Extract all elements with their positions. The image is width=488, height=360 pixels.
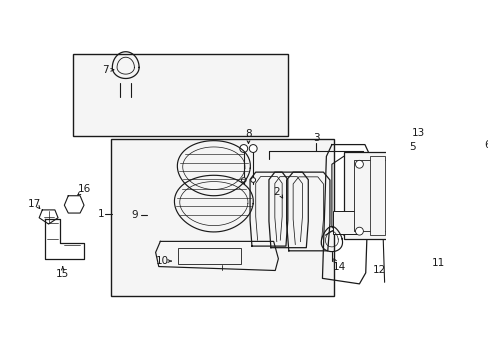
Text: 17: 17 bbox=[28, 199, 41, 208]
Bar bbox=[178, 248, 241, 264]
Circle shape bbox=[441, 160, 449, 168]
Bar bbox=[72, 54, 287, 136]
Text: 12: 12 bbox=[372, 265, 385, 275]
Circle shape bbox=[441, 227, 449, 235]
Text: 7: 7 bbox=[102, 65, 108, 75]
Text: 1: 1 bbox=[98, 209, 104, 219]
Circle shape bbox=[241, 177, 245, 183]
Circle shape bbox=[355, 160, 363, 168]
Text: 6: 6 bbox=[484, 140, 488, 150]
Text: 9: 9 bbox=[132, 210, 138, 220]
Text: 3: 3 bbox=[312, 132, 319, 143]
Bar bbox=[353, 160, 450, 231]
Circle shape bbox=[472, 226, 479, 233]
Circle shape bbox=[355, 227, 363, 235]
Text: 2: 2 bbox=[273, 187, 280, 197]
Circle shape bbox=[249, 145, 257, 152]
Text: 15: 15 bbox=[56, 269, 69, 279]
Circle shape bbox=[250, 177, 255, 183]
Circle shape bbox=[239, 145, 247, 152]
Bar bbox=[370, 156, 384, 235]
Text: 8: 8 bbox=[244, 129, 251, 139]
Bar bbox=[333, 211, 356, 234]
Text: 14: 14 bbox=[332, 262, 346, 271]
Bar bbox=[343, 152, 461, 239]
Bar bbox=[111, 139, 334, 296]
Text: 16: 16 bbox=[77, 184, 90, 194]
Bar bbox=[420, 156, 434, 235]
Text: 13: 13 bbox=[411, 128, 424, 138]
Text: 11: 11 bbox=[430, 258, 444, 267]
Text: 10: 10 bbox=[156, 256, 169, 266]
Text: 4: 4 bbox=[369, 187, 376, 197]
Text: 5: 5 bbox=[408, 142, 415, 152]
